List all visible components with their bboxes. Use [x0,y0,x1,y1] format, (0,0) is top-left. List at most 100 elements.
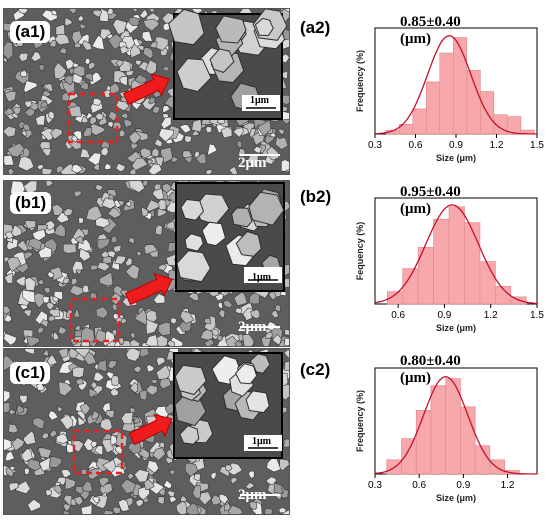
particle [58,381,73,397]
histogram-bar [401,438,417,475]
particle [157,496,165,505]
histogram-a: 0.3 0.6 0.9 1.2 1.5 Size (μm) Frequency (%) [345,6,545,166]
particle [64,17,74,27]
histogram-bar [412,108,427,135]
particle [209,328,219,337]
particle [113,244,122,253]
particle [4,90,17,103]
particle [266,145,279,161]
particle [85,112,93,120]
histogram-bar [506,116,522,135]
particle [49,39,57,48]
particle [169,469,176,476]
particle [119,45,130,55]
histogram-bar [448,206,465,305]
fit-curve [374,204,538,305]
particle [188,292,200,302]
particle [223,299,233,309]
particle [10,224,22,237]
x-tick-label: 1.2 [484,310,498,321]
particle [129,381,139,393]
particle [142,18,160,32]
inset-crystal [176,58,212,93]
particle [73,190,82,198]
particle [98,271,114,286]
particle [90,381,98,390]
particle [24,107,36,118]
x-tick-label: 0.3 [368,480,382,491]
inset-crystal [174,364,207,396]
particle [160,116,172,130]
particle [4,402,11,413]
inset-crystal [254,17,274,37]
particle [114,255,127,265]
inset-scale-label-a: 1μm [250,95,269,106]
particle [77,15,84,22]
particle [22,430,37,446]
particle [6,257,22,273]
scale-bar-label-c: 2μm [238,487,267,503]
particle [151,147,160,158]
particle [99,28,113,41]
inset-crystal [168,9,205,46]
histogram-title-c: 0.80±0.40 (μm) [400,353,461,386]
inset-crystal [234,362,258,385]
particle [153,183,162,191]
particle [62,277,70,285]
particle [18,9,29,15]
particle [151,105,161,114]
particle [70,498,77,506]
inset-crystal [209,48,235,73]
x-axis-label: Size (μm) [436,323,476,333]
particle [35,114,46,126]
particle [23,467,30,475]
particle [50,127,63,140]
particle [9,409,16,416]
panel-label-b2: (b2) [300,187,332,206]
particle [150,379,158,384]
particle [117,498,130,512]
particle [170,316,177,325]
particle [11,437,25,452]
particle [49,429,58,439]
particle [237,147,246,158]
particle [247,154,259,168]
particle [4,41,14,61]
particle [127,472,135,481]
particle [186,502,200,514]
particle [232,127,244,138]
particle [145,199,161,212]
inset-scale-bg [244,435,282,451]
particle [40,100,48,109]
particle [263,507,274,514]
particle [4,390,11,403]
particle [124,201,132,208]
particle [82,40,93,51]
particle [107,250,117,259]
particle [7,167,15,174]
particle [162,105,171,113]
particle [42,349,49,357]
particle [90,440,98,448]
particle [94,445,103,456]
sem-image-c [3,348,290,515]
particle [4,305,12,315]
particle [18,52,29,63]
particle [80,469,88,476]
particle [48,308,61,317]
particle [79,23,87,30]
particle [95,306,109,319]
particle [55,24,66,36]
particle [53,484,63,495]
particle [158,441,165,449]
particle [141,30,153,42]
particle [115,316,123,325]
red-arrow [122,73,170,106]
particle [252,146,262,154]
particle [27,458,41,472]
red-arrow [128,413,173,446]
particle [216,334,224,342]
particle [169,496,178,504]
particle [47,271,55,279]
particle [110,434,118,446]
